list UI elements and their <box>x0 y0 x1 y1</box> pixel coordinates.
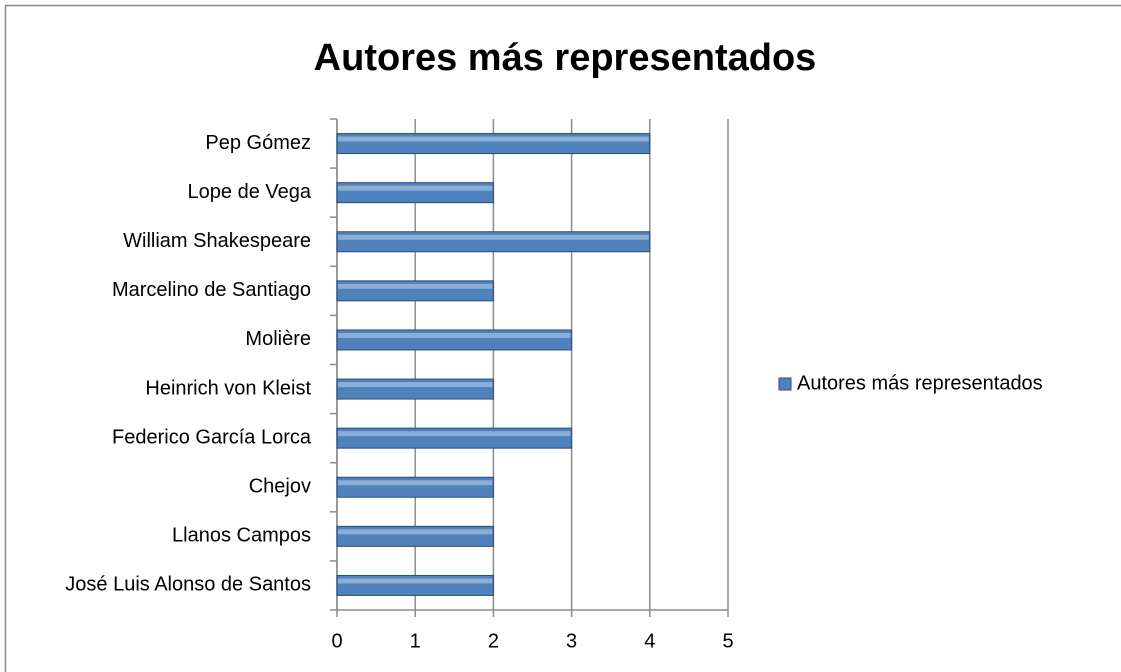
legend-label: Autores más representados <box>797 372 1043 394</box>
y-tick-label: Chejov <box>249 476 311 498</box>
bar-highlight <box>338 480 493 486</box>
y-tick-label: José Luis Alonso de Santos <box>65 574 311 596</box>
bar <box>336 182 494 204</box>
bar <box>336 427 573 449</box>
bar <box>336 476 494 498</box>
bar <box>336 525 494 547</box>
bar-highlight <box>338 185 493 191</box>
x-tick-label: 1 <box>410 630 421 652</box>
y-tick-label: Lope de Vega <box>188 181 312 203</box>
y-tick-label: Molière <box>245 328 311 350</box>
x-tick-label: 4 <box>644 630 655 652</box>
bar-highlight <box>338 332 571 338</box>
y-tick-label: Pep Gómez <box>205 132 311 154</box>
y-tick-label: Llanos Campos <box>172 525 311 547</box>
bar <box>336 133 651 155</box>
bar-highlight <box>338 382 493 388</box>
bar-highlight <box>338 578 493 584</box>
bar-highlight <box>338 431 571 437</box>
x-tick-label: 3 <box>566 630 577 652</box>
bar <box>336 329 573 351</box>
bar <box>336 378 494 400</box>
x-tick-label: 5 <box>722 630 733 652</box>
chart-title: Autores más representados <box>314 37 817 79</box>
bar-highlight <box>338 136 649 142</box>
y-tick-label: Federico García Lorca <box>112 426 312 448</box>
y-tick-label: Heinrich von Kleist <box>145 377 311 399</box>
y-tick-label: William Shakespeare <box>123 230 311 252</box>
bar <box>336 280 494 302</box>
bar <box>336 574 494 596</box>
bar-highlight <box>338 283 493 289</box>
x-tick-label: 2 <box>488 630 499 652</box>
x-tick-label: 0 <box>331 630 342 652</box>
bar-highlight <box>338 529 493 535</box>
bar-highlight <box>338 234 649 240</box>
y-tick-label: Marcelino de Santiago <box>112 279 311 301</box>
legend-swatch <box>778 377 792 391</box>
bar <box>336 231 651 253</box>
